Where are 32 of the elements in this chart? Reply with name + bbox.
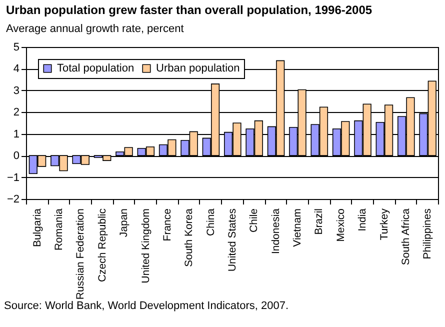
x-tick-label: South Korea — [183, 208, 196, 267]
x-tick-label: Turkey — [378, 208, 390, 240]
y-tick-label: −2 — [6, 194, 20, 206]
x-tick-label: France — [161, 208, 174, 242]
x-tick-label: United Kingdom — [140, 208, 152, 284]
legend-label: Total population — [57, 62, 134, 75]
x-tick-label: Czech Republic — [96, 208, 108, 282]
y-tick-label: 4 — [13, 63, 20, 76]
y-tick-label: 2 — [13, 106, 20, 119]
x-tick-label: Bulgaria — [31, 208, 44, 248]
x-tick-label: United States — [226, 208, 238, 272]
x-tick-label: India — [356, 208, 369, 232]
x-tick-label: Romania — [53, 208, 66, 251]
y-tick-label: 0 — [13, 150, 20, 162]
x-tick-label: Russian Federation — [74, 208, 87, 300]
source-note: Source: World Bank, World Development Indicators, 2007. — [4, 300, 290, 312]
x-tick-label: Brazil — [313, 208, 326, 235]
y-tick-label: −1 — [6, 172, 20, 184]
x-tick-label: Japan — [118, 208, 130, 238]
y-tick-label: 1 — [13, 128, 20, 140]
x-tick-label: Philippines — [422, 208, 434, 260]
x-tick-label: Vietnam — [292, 208, 304, 247]
y-tick-label: 3 — [13, 84, 20, 97]
chart-title: Urban population grew faster than overall population, 1996-2005 — [6, 3, 372, 17]
chart-subtitle: Average annual growth rate, percent — [6, 23, 184, 35]
x-tick-label: China — [204, 208, 217, 236]
x-tick-label: Indonesia — [270, 208, 282, 254]
x-tick-label: South Africa — [400, 208, 412, 266]
legend-label: Urban population — [156, 62, 240, 75]
y-tick-label: 5 — [13, 42, 20, 54]
x-tick-label: Mexico — [334, 208, 347, 242]
x-tick-label: Chile — [248, 208, 260, 232]
